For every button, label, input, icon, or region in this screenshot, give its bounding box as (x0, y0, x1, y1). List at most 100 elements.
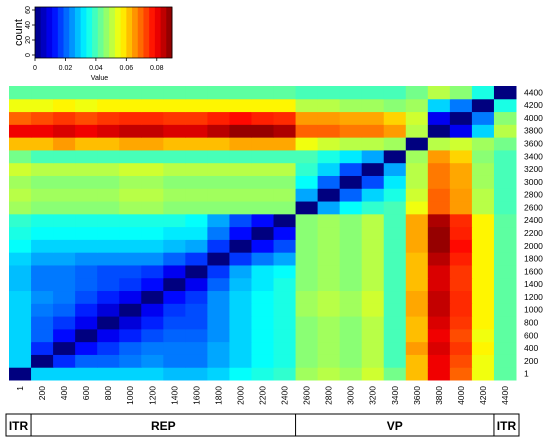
heatmap-cell (119, 354, 142, 368)
heatmap-cell (9, 239, 32, 253)
heatmap-cell (207, 188, 230, 202)
heatmap-cell (383, 277, 407, 292)
heatmap-cell (427, 188, 451, 202)
heatmap-cell (229, 175, 252, 189)
heatmap-cell (9, 328, 32, 343)
heatmap-cell (493, 354, 517, 368)
heatmap-cell (273, 188, 297, 202)
heatmap-cell (405, 86, 429, 100)
column-label: 1400 (169, 386, 179, 405)
heatmap-cell (75, 354, 98, 368)
heatmap-cell (119, 98, 142, 113)
color-key-swatch (35, 7, 42, 58)
heatmap-cell (141, 252, 164, 266)
heatmap-cell (361, 175, 385, 189)
heatmap-cell (251, 367, 275, 381)
heatmap-cell (273, 354, 297, 368)
row-label: 1400 (524, 279, 543, 289)
heatmap-cell (295, 367, 319, 381)
heatmap-cell (449, 137, 473, 151)
heatmap-cell (471, 303, 495, 317)
heatmap-cell (75, 264, 98, 279)
row-label: 400 (524, 343, 538, 353)
heatmap-cell (471, 264, 495, 279)
heatmap-cell (273, 86, 297, 100)
heatmap-cell (273, 162, 297, 176)
heatmap-cell (163, 124, 186, 138)
heatmap-cell (339, 264, 363, 279)
color-key-swatch (86, 7, 93, 58)
row-label: 600 (524, 330, 538, 340)
heatmap-cell (493, 98, 517, 113)
heatmap-cell (141, 201, 164, 215)
heatmap-cell (317, 328, 341, 343)
column-label: 2000 (235, 386, 245, 405)
heatmap-cell (207, 111, 230, 125)
heatmap-cell (471, 226, 495, 240)
heatmap-cell (141, 316, 164, 330)
color-key-value-tick-label: 0 (33, 65, 37, 72)
row-label: 4200 (524, 100, 543, 110)
heatmap-cell (493, 188, 517, 202)
heatmap-cell (427, 367, 451, 381)
heatmap-cell (339, 149, 363, 164)
column-label: 600 (81, 386, 91, 400)
heatmap-cell (251, 86, 275, 100)
color-key-swatch (166, 7, 173, 58)
heatmap-cell (75, 239, 98, 253)
heatmap-cell (31, 303, 54, 317)
heatmap-cells (9, 86, 517, 381)
heatmap-cell (97, 316, 120, 330)
heatmap-cell (361, 277, 385, 292)
column-label: 200 (37, 386, 47, 400)
heatmap-cell (405, 277, 429, 292)
heatmap-cell (493, 111, 517, 125)
heatmap-cell (405, 303, 429, 317)
color-key: 0 20 40 60 count 0 0.02 0.04 0.06 0.08 Value (13, 6, 173, 82)
color-key-frame (34, 6, 173, 59)
heatmap-cell (229, 303, 252, 317)
heatmap-cell (295, 264, 319, 279)
heatmap-cell (141, 303, 164, 317)
heatmap-cell (207, 354, 230, 368)
heatmap-cell (251, 111, 275, 125)
heatmap-cell (427, 86, 451, 100)
heatmap-cell (493, 341, 517, 355)
heatmap-cell (273, 264, 297, 279)
heatmap-cell (295, 98, 319, 113)
color-key-swatch (120, 7, 127, 58)
row-label: 3200 (524, 164, 543, 174)
heatmap-cell (295, 188, 319, 202)
heatmap-cell (163, 188, 186, 202)
heatmap-cell (163, 341, 186, 355)
heatmap-cell (383, 213, 407, 228)
heatmap-cell (185, 188, 208, 202)
heatmap-cell (405, 149, 429, 164)
heatmap-cell (75, 149, 98, 164)
heatmap-cell (317, 290, 341, 304)
heatmap-cell (53, 213, 76, 228)
heatmap-cell (471, 354, 495, 368)
heatmap-cell (427, 111, 451, 125)
heatmap-cell (405, 188, 429, 202)
color-key-count-tick-label: 20 (25, 36, 32, 44)
heatmap-cell (317, 252, 341, 266)
heatmap-cell (471, 124, 495, 138)
heatmap-cell (427, 162, 451, 176)
heatmap-cell (97, 341, 120, 355)
heatmap-cell (251, 328, 275, 343)
heatmap-cell (251, 252, 275, 266)
heatmap-cell (163, 290, 186, 304)
heatmap-cell (449, 213, 473, 228)
heatmap-cell (53, 341, 76, 355)
heatmap-cell (493, 290, 517, 304)
heatmap-cell (427, 239, 451, 253)
column-labels: 1 200 400 600 800 1000 1200 1400 1600 1800 2000 220… (15, 386, 510, 405)
heatmap-cell (185, 354, 208, 368)
heatmap-cell (405, 137, 429, 151)
heatmap-cell (383, 367, 407, 381)
heatmap-cell (295, 316, 319, 330)
heatmap-cell (361, 213, 385, 228)
heatmap-cell (163, 137, 186, 151)
heatmap-cell (295, 124, 319, 138)
